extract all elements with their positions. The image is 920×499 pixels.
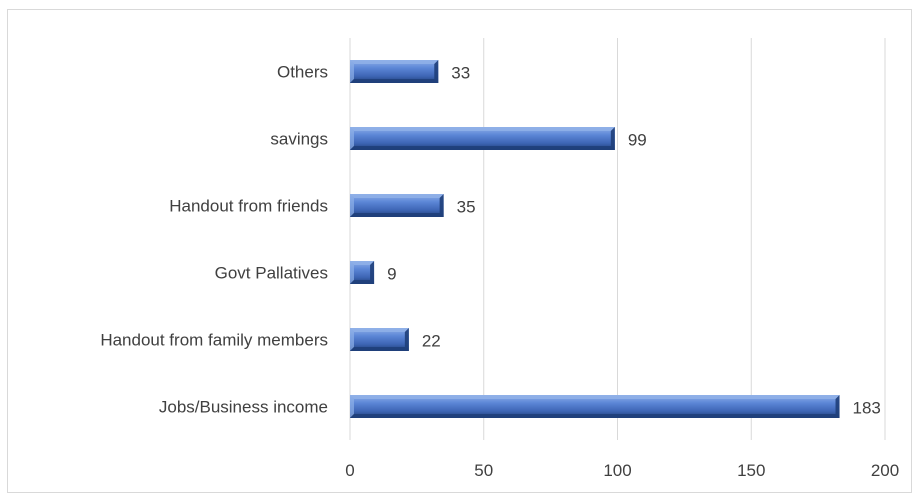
bar-rect bbox=[350, 395, 840, 418]
bar-rect bbox=[350, 328, 409, 351]
bar-bevel-shadow bbox=[350, 60, 439, 83]
category-label: Handout from family members bbox=[100, 331, 328, 350]
data-label: 9 bbox=[387, 265, 396, 284]
bar-bevel-top bbox=[350, 127, 615, 131]
data-label: 22 bbox=[422, 332, 441, 351]
bar-bevel-left bbox=[350, 328, 354, 351]
category-label: Others bbox=[277, 63, 328, 82]
bar-rect bbox=[350, 194, 444, 217]
x-tick-label: 200 bbox=[871, 461, 899, 480]
bar-bevel-top bbox=[350, 194, 444, 198]
bar-rect bbox=[350, 261, 375, 284]
data-label: 35 bbox=[457, 198, 476, 217]
bar-bevel-left bbox=[350, 60, 354, 83]
bar bbox=[350, 194, 444, 217]
category-label: Handout from friends bbox=[169, 197, 328, 216]
bar-bevel-shadow bbox=[350, 328, 409, 351]
bar-bevel-shadow bbox=[350, 194, 444, 217]
bars bbox=[350, 60, 840, 418]
bar-bevel-left bbox=[350, 261, 354, 284]
category-label: Jobs/Business income bbox=[159, 398, 328, 417]
bar bbox=[350, 60, 439, 83]
bar-bevel-left bbox=[350, 194, 354, 217]
bar-bevel-top bbox=[350, 395, 840, 399]
data-label: 33 bbox=[451, 64, 470, 83]
bar-bevel-left bbox=[350, 395, 354, 418]
x-tick-label: 50 bbox=[474, 461, 493, 480]
bar bbox=[350, 261, 375, 284]
bar-bevel-shadow bbox=[350, 127, 615, 150]
bar-rect bbox=[350, 60, 439, 83]
bar-bevel-shadow bbox=[350, 261, 375, 284]
bar-bevel-top bbox=[350, 261, 375, 265]
bar bbox=[350, 328, 409, 351]
bar-bevel-shadow bbox=[350, 395, 840, 418]
bar bbox=[350, 127, 615, 150]
data-label: 99 bbox=[628, 131, 647, 150]
gridlines bbox=[349, 38, 886, 440]
data-label: 183 bbox=[853, 399, 881, 418]
bar-rect bbox=[350, 127, 615, 150]
bar bbox=[350, 395, 840, 418]
bar-bevel-left bbox=[350, 127, 354, 150]
x-tick-label: 100 bbox=[603, 461, 631, 480]
category-label: Govt Pallatives bbox=[215, 264, 328, 283]
x-tick-label: 150 bbox=[737, 461, 765, 480]
bar-bevel-top bbox=[350, 60, 439, 64]
category-label: savings bbox=[270, 130, 328, 149]
labels: 0 50 100 150 200 Others 33 savings 99 Handout fro… bbox=[100, 63, 899, 481]
x-tick-label: 0 bbox=[345, 461, 354, 480]
bar-bevel-top bbox=[350, 328, 409, 332]
